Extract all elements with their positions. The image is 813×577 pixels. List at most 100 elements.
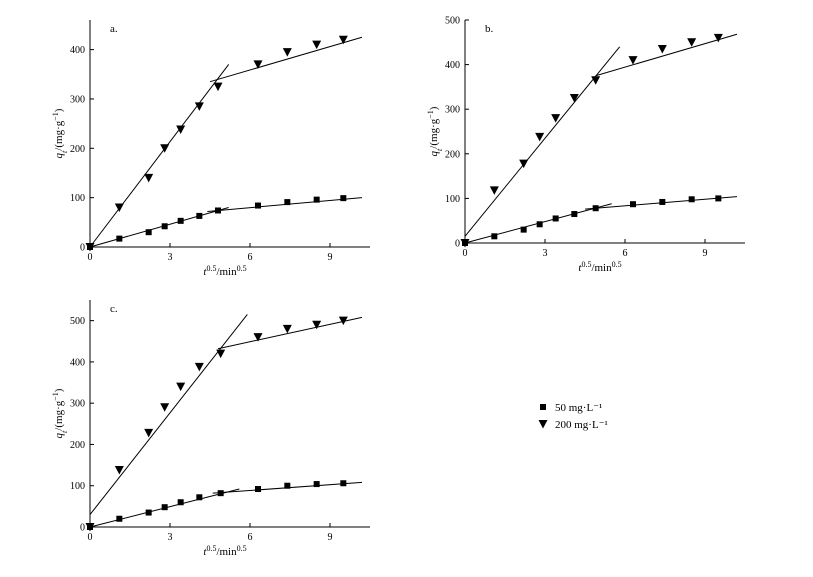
data-point-square (145, 229, 152, 236)
data-point-square (255, 202, 261, 209)
data-point-square (116, 515, 123, 522)
data-point-square (688, 196, 695, 203)
y-tick-label: 300 (70, 399, 85, 410)
fit-line (89, 207, 229, 248)
data-point-triangle (628, 56, 638, 65)
data-point-triangle (253, 60, 263, 69)
data-point-square (592, 205, 599, 212)
data-point-triangle (144, 173, 154, 183)
data-point-square (313, 196, 320, 203)
panel-label: a. (110, 23, 118, 35)
y-tick-label: 300 (445, 105, 460, 116)
x-tick-label: 6 (623, 248, 628, 259)
fit-line (89, 64, 230, 248)
panel-label: c. (110, 303, 118, 315)
y-axis-title-unit-sup: −1 (51, 392, 60, 401)
y-axis-title-close: ) (53, 108, 65, 112)
x-tick-label: 3 (168, 252, 173, 263)
y-tick-label: 500 (445, 16, 460, 27)
data-point-triangle (176, 382, 186, 392)
x-axis-title: t0.5/min0.5 (203, 264, 246, 279)
panel-label: b. (485, 23, 494, 35)
x-axis-title-sup: 0.5 (206, 264, 216, 273)
y-axis-title: qt/(mg·g−1) (426, 106, 444, 156)
y-tick-label: 500 (70, 316, 85, 327)
y-axis-title: qt/(mg·g−1) (51, 108, 69, 158)
data-point-triangle (160, 403, 170, 412)
y-tick-label: 100 (70, 193, 85, 204)
data-point-triangle (216, 349, 226, 359)
data-point-triangle (591, 76, 601, 85)
x-tick-label: 3 (543, 248, 548, 259)
data-point-square (284, 199, 291, 206)
y-tick-label: 400 (70, 45, 85, 56)
y-axis-title: qt/(mg·g−1) (51, 388, 69, 438)
data-point-triangle (176, 125, 186, 135)
legend: 50 mg·L⁻¹ 200 mg·L⁻¹ (538, 402, 608, 431)
data-point-square (255, 486, 261, 493)
data-point-square (284, 482, 291, 489)
x-tick-label: 6 (248, 532, 253, 543)
y-axis-title-close: ) (428, 106, 440, 110)
y-axis-title-unit-sup: −1 (426, 110, 435, 119)
data-point-triangle (282, 324, 292, 334)
chart-panel: 0 3 6 90100200300400a.t0.5/min0.5qt/(mg·g−1… (51, 20, 370, 279)
data-point-triangle (114, 466, 124, 475)
x-axis-title-sup: 0.5 (581, 260, 591, 269)
data-point-square (215, 207, 221, 214)
legend-marker-triangle (538, 420, 548, 429)
data-point-triangle (535, 132, 545, 142)
data-point-triangle (282, 48, 292, 57)
data-point-square (715, 195, 722, 202)
data-point-triangle (551, 114, 561, 123)
data-point-triangle (144, 428, 154, 438)
chart-panel: 0 3 6 90100200300400500b.t0.5/min0.5qt/(mg·… (426, 16, 745, 275)
x-tick-label: 6 (248, 252, 253, 263)
x-tick-label: 0 (88, 252, 93, 263)
data-point-triangle (160, 144, 170, 153)
legend-marker-square (540, 404, 546, 410)
data-point-square (340, 480, 347, 487)
data-point-square (145, 509, 152, 516)
x-axis-title-unit: /min (216, 546, 237, 558)
y-axis-title-unit-sup: −1 (51, 112, 60, 121)
x-tick-label: 0 (88, 532, 93, 543)
y-axis-title-unit: /(mg·g (53, 120, 65, 150)
y-axis-title-main: q (53, 432, 65, 438)
x-axis-title-main: t (578, 262, 582, 274)
data-point-triangle (312, 320, 322, 330)
y-axis-title-sub: t (60, 430, 69, 433)
fit-line (217, 316, 363, 350)
data-point-triangle (114, 203, 124, 213)
x-axis-title-main: t (203, 266, 207, 278)
legend-label: 50 mg·L⁻¹ (555, 402, 602, 414)
y-tick-label: 200 (70, 440, 85, 451)
x-axis-title-unit-sup: 0.5 (612, 260, 622, 269)
y-axis-title-sub: t (435, 148, 444, 151)
data-point-triangle (253, 333, 263, 342)
x-tick-label: 0 (463, 248, 468, 259)
y-axis-title-main: q (428, 150, 440, 156)
legend-label: 200 mg·L⁻¹ (555, 419, 608, 431)
y-tick-label: 400 (70, 357, 85, 368)
data-point-square (659, 198, 666, 205)
data-point-triangle (489, 186, 499, 195)
y-tick-label: 300 (70, 94, 85, 105)
y-axis-title-unit: /(mg·g (53, 400, 65, 430)
data-point-triangle (213, 82, 223, 92)
y-tick-label: 0 (80, 523, 85, 534)
x-axis-title-unit: /min (216, 266, 237, 278)
data-point-square (196, 494, 203, 501)
data-point-triangle (460, 239, 470, 248)
data-point-triangle (657, 44, 667, 54)
data-point-square (161, 223, 168, 230)
data-point-square (571, 211, 578, 218)
x-axis-title: t0.5/min0.5 (578, 260, 621, 275)
data-point-square (313, 481, 320, 488)
data-point-square (536, 221, 543, 228)
y-tick-label: 200 (70, 144, 85, 155)
y-tick-label: 100 (70, 481, 85, 492)
y-tick-label: 0 (80, 243, 85, 254)
data-point-square (552, 215, 559, 222)
